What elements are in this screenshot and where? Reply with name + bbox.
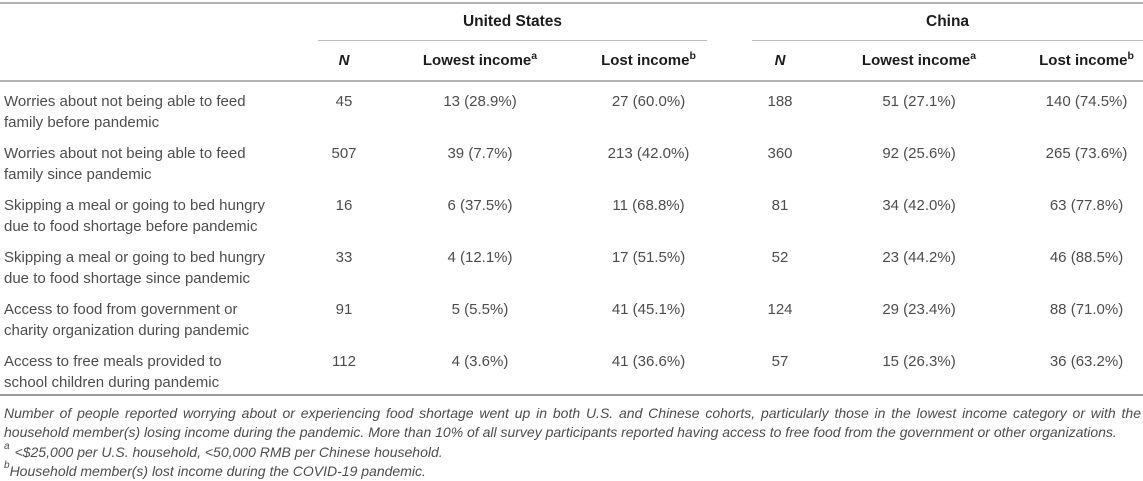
column-header-row: N Lowest incomea Lost incomeb N Lowest i… [0,40,1143,82]
gap-cell [707,186,752,238]
footnote-summary: Number of people reported worrying about… [4,405,1141,440]
footnote-b: bHousehold member(s) lost income during … [4,460,1141,481]
cell-china-lowest-income: 23 (44.2%) [882,249,956,266]
table-row: Access to food from government or charit… [0,290,1143,342]
group-label-china: China [926,13,970,30]
cell-us-lowest-income: 13 (28.9%) [443,93,517,110]
cell-us-lost-income: 41 (36.6%) [611,353,686,370]
cell-china-lowest-income: 15 (26.3%) [882,353,956,370]
cell-china-lowest-income: 29 (23.4%) [882,301,956,318]
cell-china-n: 124 [767,301,793,318]
col-header-china-n: N [752,40,809,82]
gap-cell [707,290,752,342]
group-header-row: United States China [0,3,1143,82]
table-row: Worries about not being able to feed fam… [0,134,1143,186]
table-row: Access to free meals provided to school … [0,342,1143,395]
footnote-b-text: Household member(s) lost income during t… [9,463,426,479]
cell-us-lowest-income: 6 (37.5%) [447,197,513,214]
gap-cell [707,81,752,134]
cell-us-lowest-income: 4 (3.6%) [451,353,509,370]
corner-cell [0,3,318,82]
row-label: Worries about not being able to feed fam… [4,93,246,131]
cell-us-lowest-income: 39 (7.7%) [447,145,513,162]
superscript-b: b [1127,50,1134,62]
cell-us-lowest-income: 5 (5.5%) [451,301,509,318]
superscript-a: a [970,50,977,62]
row-label: Skipping a meal or going to bed hungry d… [4,197,266,235]
col-header-china-lost-income: Lost incomeb [1030,40,1143,82]
table-row: Skipping a meal or going to bed hungry d… [0,238,1143,290]
cell-china-lost-income: 46 (88.5%) [1049,249,1124,266]
table-row: Skipping a meal or going to bed hungry d… [0,186,1143,238]
cell-china-lost-income: 63 (77.8%) [1049,197,1124,214]
cell-china-n: 81 [771,197,789,214]
cell-us-lowest-income: 4 (12.1%) [447,249,513,266]
cell-china-n: 52 [771,249,789,266]
cell-us-n: 91 [335,301,353,318]
col-header-label: Lowest income [422,52,532,69]
cell-china-lowest-income: 51 (27.1%) [882,93,956,110]
gap-cell [707,238,752,290]
col-header-label: Lost income [601,52,690,69]
row-label: Worries about not being able to feed fam… [4,145,246,183]
row-label: Access to food from government or charit… [4,301,250,339]
cell-us-n: 507 [331,145,357,162]
cell-us-lost-income: 41 (45.1%) [611,301,686,318]
group-gap-cell [707,3,753,82]
superscript-a: a [531,50,538,62]
cell-us-lost-income: 27 (60.0%) [611,93,686,110]
group-header-united-states: United States [318,3,708,41]
cell-china-lost-income: 36 (63.2%) [1049,353,1124,370]
col-header-label: Lost income [1039,52,1128,69]
cell-us-n: 16 [335,197,353,214]
footnote-a-text: <$25,000 per U.S. household, <50,000 RMB… [14,444,443,460]
group-header-china: China [752,3,1143,41]
footnote-b-superscript: b [4,460,10,471]
col-header-us-lowest-income: Lowest incomea [370,40,590,82]
row-label: Skipping a meal or going to bed hungry d… [4,249,266,287]
cell-us-lost-income: 11 (68.8%) [612,197,685,214]
table-row: Worries about not being able to feed fam… [0,81,1143,134]
row-label: Access to free meals provided to school … [4,353,222,391]
gap-cell [707,134,752,186]
col-header-us-lost-income: Lost incomeb [590,40,708,82]
cell-us-n: 45 [335,93,353,110]
footnote-a-superscript: a [4,441,10,452]
cell-china-lost-income: 140 (74.5%) [1045,93,1128,110]
col-header-china-lowest-income: Lowest incomea [808,40,1031,82]
footnote-a: a <$25,000 per U.S. household, <50,000 RM… [4,441,1141,462]
cell-us-n: 33 [335,249,353,266]
cell-us-lost-income: 17 (51.5%) [611,249,686,266]
cell-china-lowest-income: 34 (42.0%) [882,197,956,214]
table-footnotes: Number of people reported worrying about… [0,404,1143,481]
col-header-label: Lowest income [861,52,971,69]
cell-us-lost-income: 213 (42.0%) [607,145,690,162]
cell-china-lost-income: 265 (73.6%) [1045,145,1128,162]
superscript-b: b [689,50,696,62]
cell-us-n: 112 [332,353,356,370]
col-header-us-n: N [318,40,370,82]
cell-china-n: 188 [767,93,793,110]
cell-china-lowest-income: 92 (25.6%) [882,145,956,162]
cell-china-n: 360 [767,145,793,162]
cell-china-lost-income: 88 (71.0%) [1049,301,1124,318]
results-table: United States China N Lowest incomea Los… [0,2,1143,396]
group-label-us: United States [462,13,563,30]
gap-cell [707,342,752,395]
cell-china-n: 57 [771,353,789,370]
